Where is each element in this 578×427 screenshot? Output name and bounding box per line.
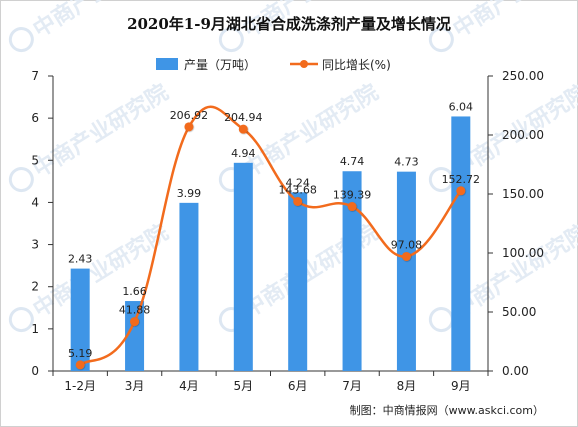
line-point-marker [75,360,85,370]
bar-value-label: 3.99 [177,187,202,200]
watermark-logo-icon [8,27,34,53]
watermark-logo-icon [8,167,34,193]
y-left-tick-label: 6 [31,111,39,125]
y-right-tick-label: 250.00 [502,69,544,83]
y-right-tick-label: 100.00 [502,246,544,260]
line-value-label: 152.72 [442,173,481,186]
bar-value-label: 6.04 [449,100,474,113]
bar-value-label: 4.74 [340,155,365,168]
line-value-label: 204.94 [224,111,263,124]
y-right-tick-label: 150.00 [502,187,544,201]
y-left-tick-label: 1 [31,322,39,336]
y-left-tick-label: 5 [31,153,39,167]
bar [451,116,471,371]
line-value-label: 5.19 [68,347,93,360]
x-tick-label: 3月 [125,379,145,393]
x-tick-label: 5月 [233,379,253,393]
data-labels: 2.43 1.66 3.99 4.94 4.24 4.74 4.73 6.04 5.19 41.8… [68,100,480,359]
line-value-label: 143.68 [278,183,317,196]
legend-bar-swatch [156,58,178,70]
y-left-tick-label: 7 [31,69,39,83]
growth-line [79,105,462,366]
watermark-logo-icon [8,307,34,333]
x-tick-label: 6月 [288,379,308,393]
line-value-label: 97.08 [391,238,423,251]
x-tick-label: 4月 [179,379,199,393]
line-point-marker [184,122,194,132]
x-tick-label: 7月 [342,379,362,393]
bar [288,192,308,371]
watermark-logo-icon [218,27,244,53]
x-tick-label: 9月 [451,379,471,393]
line-point-marker [293,196,303,206]
y-right-tick-label: 200.00 [502,128,544,142]
bar [70,268,90,371]
line-value-label: 139.39 [333,189,372,202]
x-tick-label: 8月 [397,379,417,393]
line-point-marker [238,124,248,134]
y-left-tick-label: 4 [31,195,39,209]
watermark-logo-icon [428,27,454,53]
bar [179,202,199,371]
legend-bar-label: 产量（万吨） [184,58,256,72]
bar [396,171,416,371]
source-note: 制图：中商情报网（www.askci.com） [350,403,544,417]
bar-value-label: 2.43 [68,253,93,266]
bar [342,171,362,371]
line-value-label: 41.88 [119,304,151,317]
y-left-tick-label: 2 [31,280,39,294]
bar-value-label: 4.73 [394,156,419,169]
watermark-logo-icon [428,167,454,193]
bar-value-label: 4.94 [231,147,256,160]
bar [233,162,253,371]
bar [125,301,145,371]
line-value-label: 206.92 [170,109,209,122]
legend-line-label: 同比增长(%) [322,58,391,72]
line-point-marker [401,251,411,261]
line-point-marker [347,202,357,212]
y-right-tick-label: 50.00 [502,305,536,319]
axes: 0 1 2 3 4 5 6 7 0.00 50.00 100.00 150.00 200.00 250.0… [31,69,544,393]
bar-value-label: 4.24 [285,176,310,189]
y-left-tick-label: 3 [31,238,39,252]
watermark-logo-icon [428,307,454,333]
legend: 产量（万吨） 同比增长(%) [156,58,391,72]
y-right-tick-label: 0.00 [502,364,529,378]
chart-title: 2020年1-9月湖北省合成洗涤剂产量及增长情况 [127,15,451,33]
bar-value-label: 1.66 [122,285,147,298]
y-left-tick-label: 0 [31,364,39,378]
line-point-marker [456,186,466,196]
bar-series [70,116,471,371]
line-series [75,105,466,370]
x-tick-label: 1-2月 [64,379,96,393]
legend-line-marker [300,60,308,68]
line-point-marker [130,317,140,327]
